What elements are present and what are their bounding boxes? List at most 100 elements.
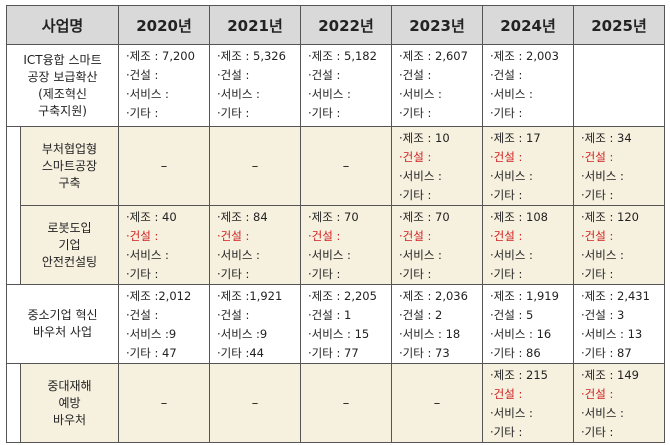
sector-line: ·기타 : bbox=[126, 106, 159, 120]
sector-list: ·제조 : 7,200 ·건설 : ·서비스 : ·기타 : bbox=[119, 45, 209, 123]
year-cell: ·제조 : 2,607 ·건설 : ·서비스 : ·기타 : bbox=[391, 44, 483, 127]
year-cell: ·제조 : 215 ·건설 : ·서비스 : ·기타 : bbox=[482, 363, 574, 443]
sector-line: ·기타 : bbox=[217, 267, 250, 281]
sector-line: ·건설 : bbox=[217, 308, 250, 322]
sector-line: ·건설 : bbox=[126, 68, 159, 82]
sector-line: ·제조 : 10 bbox=[399, 131, 450, 145]
sector-line: ·서비스 : bbox=[399, 169, 442, 183]
program-name-line: 부처협업형 bbox=[41, 141, 98, 156]
dash-mark: – bbox=[433, 395, 441, 411]
sector-line: ·기타 : bbox=[490, 425, 523, 439]
table-row: 로봇도입 기업 안전컨설팅 ·제조 : 40 ·건설 : ·서비스 : ·기타 : ·제조 :… bbox=[6, 205, 665, 285]
sector-list: ·제조 : 34 ·건설 : ·서비스 : ·기타 : bbox=[574, 127, 664, 205]
year-cell: ·제조 :1,921 ·건설 : ·서비스 :9 ·기타 :44 bbox=[209, 284, 301, 364]
sector-line: ·제조 : 7,200 bbox=[126, 49, 195, 63]
header-year-2024: 2024년 bbox=[482, 5, 574, 45]
sector-line: ·기타 : 47 bbox=[126, 346, 177, 360]
table-row: 중대재해 예방 바우처 – – – – ·제조 : 215 ·건설 : ·서비스 : ·기타 : ·제… bbox=[6, 363, 665, 443]
sector-line: ·서비스 : bbox=[308, 87, 351, 101]
table-row: 부처협업형 스마트공장 구축 – – – ·제조 : 10 ·건설 : ·서비스 : ·기타 : ·… bbox=[6, 126, 665, 206]
sector-line: ·제조 : 2,431 bbox=[581, 289, 650, 303]
sector-line: ·제조 : 2,607 bbox=[399, 49, 468, 63]
dash-mark: – bbox=[160, 395, 168, 411]
sector-line: ·서비스 : bbox=[217, 87, 260, 101]
sector-line: ·서비스 : bbox=[581, 248, 624, 262]
sector-line: ·기타 : bbox=[581, 267, 614, 281]
sector-line: ·서비스 : bbox=[308, 248, 351, 262]
sector-line: ·건설 : bbox=[581, 387, 614, 401]
sector-line: ·서비스 : bbox=[399, 87, 442, 101]
program-name-cell: 로봇도입 기업 안전컨설팅 bbox=[20, 205, 119, 285]
sector-list: ·제조 : 84 ·건설 : ·서비스 : ·기타 : bbox=[210, 206, 300, 284]
program-name-line: ICT융합 스마트 bbox=[23, 52, 102, 67]
year-cell-empty: – bbox=[118, 363, 210, 443]
header-row: 사업명 2020년 2021년 2022년 2023년 2024년 2025년 bbox=[6, 5, 665, 45]
dash-mark: – bbox=[342, 158, 350, 174]
header-year-2020: 2020년 bbox=[118, 5, 210, 45]
header-year-2023: 2023년 bbox=[391, 5, 483, 45]
year-cell: ·제조 : 70 ·건설 : ·서비스 : ·기타 : bbox=[300, 205, 392, 285]
sector-line: ·제조 : 2,205 bbox=[308, 289, 377, 303]
year-cell: ·제조 : 84 ·건설 : ·서비스 : ·기타 : bbox=[209, 205, 301, 285]
sector-line: ·기타 :44 bbox=[217, 346, 264, 360]
program-name-line: 스마트공장 bbox=[41, 158, 98, 173]
sector-line: ·서비스 : 16 bbox=[490, 327, 552, 341]
sector-line: ·서비스 : bbox=[490, 87, 533, 101]
sector-list: ·제조 : 10 ·건설 : ·서비스 : ·기타 : bbox=[392, 127, 482, 205]
program-name-line: (제조혁신 bbox=[38, 86, 87, 101]
program-name-line: 안전컨설팅 bbox=[41, 254, 98, 269]
sector-line: ·건설 : 5 bbox=[490, 308, 534, 322]
sector-list: ·제조 : 108 ·건설 : ·서비스 : ·기타 : bbox=[483, 206, 573, 284]
sector-line: ·서비스 : bbox=[217, 248, 260, 262]
sector-line: ·기타 : bbox=[217, 106, 250, 120]
sector-line: ·제조 : 5,326 bbox=[217, 49, 286, 63]
sector-line: ·제조 : 1,919 bbox=[490, 289, 559, 303]
year-cell-empty: – bbox=[300, 126, 392, 206]
indent-spacer bbox=[6, 126, 21, 206]
year-cell: ·제조 : 10 ·건설 : ·서비스 : ·기타 : bbox=[391, 126, 483, 206]
sector-line: ·제조 : 120 bbox=[581, 210, 639, 224]
year-cell: ·제조 : 149 ·건설 : ·서비스 : ·기타 : bbox=[573, 363, 665, 443]
sector-line: ·기타 : bbox=[581, 425, 614, 439]
dash-mark: – bbox=[251, 158, 259, 174]
sector-line: ·제조 : 70 bbox=[399, 210, 450, 224]
year-cell-empty: – bbox=[118, 126, 210, 206]
sector-list: ·제조 : 120 ·건설 : ·서비스 : ·기타 : bbox=[574, 206, 664, 284]
indent-spacer bbox=[6, 363, 21, 443]
sector-list: ·제조 : 40 ·건설 : ·서비스 : ·기타 : bbox=[119, 206, 209, 284]
year-cell bbox=[573, 44, 665, 127]
sector-line: ·건설 : bbox=[490, 150, 523, 164]
table-body: ICT융합 스마트 공장 보급확산 (제조혁신 구축지원) ·제조 : 7,200 ·건설… bbox=[6, 44, 665, 443]
sector-line: ·건설 : bbox=[308, 68, 341, 82]
sector-list: ·제조 : 2,003 ·건설 : ·서비스 : ·기타 : bbox=[483, 45, 573, 123]
sector-list: ·제조 : 5,182 ·건설 : ·서비스 : ·기타 : bbox=[301, 45, 391, 123]
sector-line: ·제조 : 2,036 bbox=[399, 289, 468, 303]
sector-line: ·기타 : bbox=[490, 188, 523, 202]
program-name-cell: 중대재해 예방 바우처 bbox=[20, 363, 119, 443]
sector-line: ·제조 : 215 bbox=[490, 368, 548, 382]
sector-line: ·기타 : bbox=[308, 106, 341, 120]
sector-line: ·서비스 : bbox=[581, 406, 624, 420]
dash-mark: – bbox=[251, 395, 259, 411]
sector-list: ·제조 : 70 ·건설 : ·서비스 : ·기타 : bbox=[392, 206, 482, 284]
year-cell-empty: – bbox=[209, 126, 301, 206]
year-cell: ·제조 : 5,182 ·건설 : ·서비스 : ·기타 : bbox=[300, 44, 392, 127]
header-year-2021: 2021년 bbox=[209, 5, 301, 45]
program-name-line: 기업 bbox=[58, 237, 81, 252]
sector-list: ·제조 : 2,205 ·건설 : 1 ·서비스 : 15 ·기타 : 77 bbox=[301, 285, 391, 363]
sector-list: ·제조 :2,012 ·건설 : ·서비스 :9 ·기타 : 47 bbox=[119, 285, 209, 363]
sector-line: ·기타 : bbox=[399, 188, 432, 202]
year-cell: ·제조 : 2,431 ·건설 : 3 ·서비스 : 13 ·기타 : 87 bbox=[573, 284, 665, 364]
sector-list bbox=[574, 45, 664, 47]
program-name-line: 중소기업 혁신 bbox=[27, 308, 98, 322]
program-name-line: 구축지원) bbox=[38, 103, 87, 118]
sector-line: ·건설 : bbox=[399, 68, 432, 82]
sector-list: ·제조 : 2,036 ·건설 : 2 ·서비스 : 18 ·기타 : 73 bbox=[392, 285, 482, 363]
indent-spacer bbox=[6, 205, 21, 285]
sector-line: ·기타 : bbox=[490, 106, 523, 120]
program-name-line: 바우처 사업 bbox=[32, 325, 92, 339]
year-cell: ·제조 : 34 ·건설 : ·서비스 : ·기타 : bbox=[573, 126, 665, 206]
sector-line: ·서비스 :9 bbox=[217, 327, 268, 341]
sector-line: ·건설 : bbox=[217, 229, 250, 243]
program-name-cell: ICT융합 스마트 공장 보급확산 (제조혁신 구축지원) bbox=[6, 44, 119, 127]
